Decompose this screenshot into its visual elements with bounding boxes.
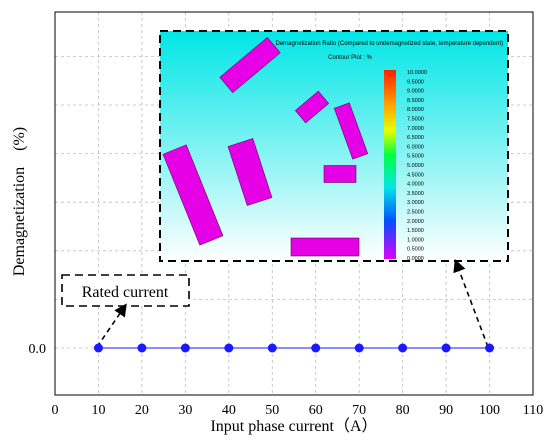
magnet-shape — [162, 144, 224, 246]
color-scale-label: 2.5000 — [407, 210, 424, 216]
inset-title: Demagnetization Ratio (Compared to undem… — [276, 41, 503, 47]
color-scale-label: 3.0000 — [407, 200, 424, 206]
x-axis: 0 10 20 30 40 50 60 70 80 90 100 110 — [52, 403, 544, 418]
magnet-shape — [294, 90, 330, 124]
x-tick-label: 100 — [479, 403, 500, 418]
data-point — [354, 343, 364, 353]
color-scale-label: 7.0000 — [407, 126, 424, 132]
color-scale-label: 5.0000 — [407, 163, 424, 169]
color-scale-label: 4.5000 — [407, 172, 424, 178]
magnet-shape — [227, 138, 273, 206]
data-point — [180, 343, 190, 353]
data-point — [485, 343, 495, 353]
inset-background — [160, 31, 508, 261]
x-tick-label: 20 — [135, 403, 149, 418]
magnet-shape — [333, 102, 369, 160]
color-scale-label: 8.0000 — [407, 107, 424, 113]
y-axis-title: Demagnetization (%) — [11, 127, 28, 276]
color-scale-label: 8.5000 — [407, 98, 424, 104]
plot-frame — [54, 11, 534, 396]
data-point — [224, 343, 234, 353]
color-scale-label: 2.0000 — [407, 219, 424, 225]
data-point — [93, 343, 103, 353]
color-scale-label: 1.5000 — [407, 228, 424, 234]
callout-arrow — [96, 303, 127, 348]
color-scale-label: 10.0000 — [407, 70, 427, 76]
rated-current-callout: Rated current — [61, 274, 190, 307]
color-scale-label: 3.5000 — [407, 191, 424, 197]
data-point — [311, 343, 321, 353]
data-point — [398, 343, 408, 353]
data-point — [267, 343, 277, 353]
magnet-shape — [290, 237, 360, 257]
magnet-shape — [323, 165, 357, 183]
magnet-shapes — [162, 36, 369, 257]
inset-subtitle: Contour Plot : % — [328, 55, 372, 61]
color-scale-label: 0.0000 — [407, 256, 424, 262]
x-tick-label: 110 — [523, 403, 543, 418]
x-tick-label: 30 — [178, 403, 192, 418]
color-scale-labels: 10.0000 9.5000 9.0000 8.5000 8.0000 7.5000 7.0… — [407, 70, 427, 262]
y-axis: 0.0 — [29, 342, 47, 357]
data-point — [137, 343, 147, 353]
x-tick-label: 0 — [52, 403, 59, 418]
color-scale-label: 0.5000 — [407, 247, 424, 253]
callout-label: Rated current — [82, 284, 169, 301]
x-tick-label: 80 — [396, 403, 410, 418]
inset-contour-plot: Demagnetization Ratio (Compared to undem… — [159, 30, 509, 262]
color-scale-label: 1.0000 — [407, 237, 424, 243]
color-scale-label: 9.0000 — [407, 89, 424, 95]
data-point — [441, 343, 451, 353]
inset-arrow — [453, 259, 489, 348]
x-tick-label: 50 — [265, 403, 279, 418]
series — [93, 343, 495, 353]
inset-border — [159, 30, 509, 262]
color-scale-label: 5.5000 — [407, 154, 424, 160]
color-scale-label: 9.5000 — [407, 79, 424, 85]
color-scale-label: 6.0000 — [407, 144, 424, 150]
y-tick-label: 0.0 — [29, 342, 47, 357]
x-tick-label: 10 — [91, 403, 105, 418]
color-scale-label: 4.0000 — [407, 182, 424, 188]
magnet-shape — [219, 36, 281, 94]
color-scale-bar — [384, 70, 396, 259]
x-tick-label: 90 — [439, 403, 453, 418]
x-axis-title: Input phase current（A） — [210, 417, 377, 435]
x-tick-label: 60 — [309, 403, 323, 418]
color-scale-label: 6.5000 — [407, 135, 424, 141]
callout-box — [61, 274, 190, 307]
x-tick-label: 70 — [352, 403, 366, 418]
color-scale-label: 7.5000 — [407, 117, 424, 123]
x-tick-label: 40 — [222, 403, 236, 418]
